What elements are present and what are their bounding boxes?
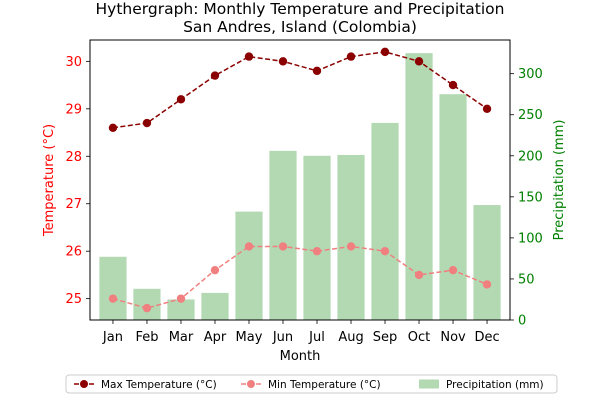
min-temp-line bbox=[112, 245, 488, 309]
min-temp-point-nov bbox=[448, 265, 458, 275]
legend-min-temp-label: Min Temperature (°C) bbox=[268, 379, 381, 391]
min-temp-point-jun bbox=[278, 242, 288, 251]
right-tick-label: 250 bbox=[518, 108, 543, 123]
x-tick-label: Nov bbox=[440, 330, 466, 345]
x-tick-label: Oct bbox=[408, 330, 430, 345]
min-temp-point-jul bbox=[312, 246, 322, 256]
precipitation-bars bbox=[99, 53, 501, 321]
min-temp-point-may bbox=[244, 242, 254, 251]
max-temp-point-nov bbox=[448, 80, 458, 90]
right-tick-label: 300 bbox=[518, 67, 543, 82]
min-temp-point-aug bbox=[346, 242, 356, 251]
x-tick-label: Jan bbox=[102, 330, 123, 345]
precip-bar-jan bbox=[99, 256, 127, 320]
precip-bar-may bbox=[235, 211, 263, 320]
max-temp-point-apr bbox=[210, 71, 220, 80]
legend-max-temp-label: Max Temperature (°C) bbox=[101, 379, 217, 391]
chart-title-line2: San Andres, Island (Colombia) bbox=[183, 18, 417, 36]
x-axis-label: Month bbox=[280, 349, 321, 364]
max-temp-line bbox=[112, 51, 488, 129]
temperature-lines bbox=[108, 47, 492, 313]
max-temp-point-feb bbox=[142, 118, 152, 128]
min-temp-point-dec bbox=[482, 280, 492, 289]
legend-min-temp-marker bbox=[247, 380, 255, 388]
min-temp-point-sep bbox=[380, 246, 390, 256]
precip-bar-dec bbox=[473, 205, 501, 320]
x-axis-ticks: Jan Feb Mar Apr May Jun Jul Aug Sep Oct Nov Dec bbox=[102, 320, 500, 345]
min-temp-point-oct bbox=[414, 270, 424, 280]
chart-title-line1: Hythergraph: Monthly Temperature and Pre… bbox=[96, 0, 505, 18]
x-tick-label: Mar bbox=[169, 330, 194, 345]
x-tick-label: Aug bbox=[338, 330, 363, 345]
x-tick-label: Apr bbox=[204, 330, 227, 345]
x-tick-label: Dec bbox=[474, 330, 499, 345]
legend: Max Temperature (°C) Min Temperature (°C)… bbox=[65, 374, 558, 394]
legend-frame bbox=[65, 374, 558, 394]
x-tick-label: Jul bbox=[308, 330, 325, 345]
plot-frame bbox=[89, 39, 511, 321]
min-temp-point-feb bbox=[142, 303, 152, 313]
right-tick-label: 150 bbox=[518, 190, 543, 205]
max-temp-point-jul bbox=[312, 66, 322, 76]
right-tick-label: 50 bbox=[518, 272, 535, 287]
min-temp-point-jan bbox=[108, 294, 118, 303]
legend-precip-label: Precipitation (mm) bbox=[446, 379, 544, 391]
left-tick-label: 26 bbox=[65, 245, 82, 260]
x-tick-label: May bbox=[236, 330, 263, 345]
left-axis-label: Temperature (°C) bbox=[42, 124, 57, 237]
right-axis-label: Precipitation (mm) bbox=[552, 120, 567, 241]
left-tick-label: 25 bbox=[65, 292, 82, 307]
min-temp-point-mar bbox=[176, 294, 186, 303]
right-axis-ticks: 0 50 100 150 200 250 300 bbox=[510, 67, 543, 329]
legend-precip-swatch bbox=[419, 379, 439, 389]
precip-bar-sep bbox=[371, 122, 399, 320]
min-temp-point-apr bbox=[210, 265, 220, 275]
left-axis-ticks: 25 26 27 28 29 30 bbox=[65, 55, 90, 307]
left-tick-label: 27 bbox=[65, 197, 82, 212]
x-tick-label: Feb bbox=[135, 330, 158, 345]
max-temp-point-oct bbox=[414, 57, 424, 66]
left-tick-label: 28 bbox=[65, 150, 82, 165]
left-tick-label: 30 bbox=[65, 55, 82, 70]
max-temp-point-aug bbox=[346, 52, 356, 61]
max-temp-point-sep bbox=[380, 47, 390, 57]
x-tick-label: Jun bbox=[272, 330, 293, 345]
left-tick-label: 29 bbox=[65, 102, 82, 117]
precip-bar-mar bbox=[167, 299, 195, 320]
precip-bar-jul bbox=[303, 155, 331, 320]
max-temp-point-dec bbox=[482, 104, 492, 114]
precip-bar-apr bbox=[201, 292, 229, 320]
right-tick-label: 0 bbox=[518, 314, 526, 329]
max-temp-point-may bbox=[244, 52, 254, 61]
max-temp-point-jan bbox=[108, 123, 118, 132]
precip-bar-oct bbox=[405, 53, 433, 321]
precip-bar-aug bbox=[337, 154, 365, 320]
max-temp-point-jun bbox=[278, 57, 288, 66]
max-temp-point-mar bbox=[176, 95, 186, 104]
right-tick-label: 200 bbox=[518, 149, 543, 164]
right-tick-label: 100 bbox=[518, 231, 543, 246]
x-tick-label: Sep bbox=[373, 330, 398, 345]
legend-max-temp-marker bbox=[80, 380, 88, 388]
precip-bar-jun bbox=[269, 150, 297, 320]
precip-bar-nov bbox=[439, 94, 467, 321]
